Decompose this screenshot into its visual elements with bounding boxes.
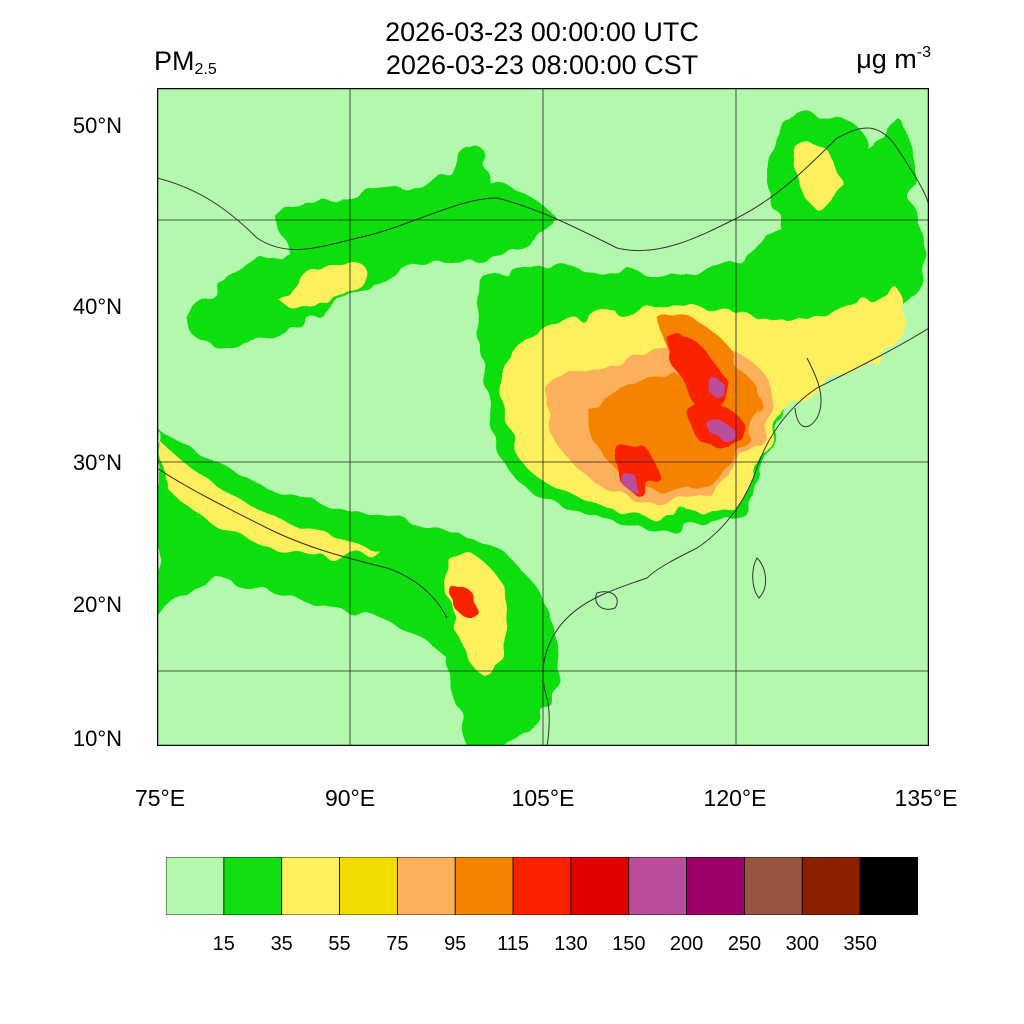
colorbar-label: 55 — [328, 933, 351, 955]
graticule — [157, 88, 929, 746]
india-coast — [157, 467, 448, 619]
concentration-map — [157, 88, 929, 746]
colorbar-label: 75 — [386, 933, 409, 955]
colorbar-swatch — [339, 857, 398, 915]
korea-coast — [794, 357, 822, 428]
boundaries — [157, 127, 929, 746]
china-border — [157, 127, 929, 252]
concentration-field — [157, 114, 925, 746]
colorbar-label: 200 — [669, 933, 704, 955]
colorbar-swatch — [859, 857, 918, 915]
colorbar-swatch — [512, 857, 572, 915]
colorbar-label: 95 — [444, 933, 467, 955]
unit-superscript: -3 — [916, 44, 931, 61]
contour-ganges-yellow — [157, 438, 377, 556]
colorbar-label: 350 — [843, 933, 877, 955]
title-cst: 2026-03-23 08:00:00 CST — [385, 50, 699, 80]
variable-label: PM2.5 — [154, 46, 217, 79]
colorbar-swatch — [686, 857, 745, 915]
contour-jianghuai-purple — [707, 421, 736, 442]
colorbar-swatch — [744, 857, 803, 915]
contour-mongolia — [277, 177, 557, 265]
hainan — [595, 591, 618, 610]
colorbar-swatch — [166, 857, 225, 915]
colorbar-swatch — [396, 857, 456, 915]
lat-label-40: 40°N — [72, 294, 122, 319]
title-utc: 2026-03-23 00:00:00 UTC — [385, 17, 699, 47]
contour-indochina-yellow — [444, 555, 511, 678]
colorbar-label: 130 — [554, 933, 588, 955]
colorbar-swatch — [628, 857, 688, 915]
colorbar-swatch — [801, 857, 861, 915]
southeast-asia-coast — [542, 577, 648, 746]
colorbar-swatch — [281, 857, 340, 915]
colorbar-label: 250 — [727, 933, 762, 955]
unit-label: μg m-3 — [856, 44, 931, 75]
lat-label-10: 10°N — [72, 726, 122, 751]
contour-ncp-red — [667, 335, 726, 414]
colorbar-label: 150 — [612, 933, 646, 955]
variable-main: PM — [154, 46, 195, 76]
lon-label-105: 105°E — [511, 785, 575, 811]
lat-label-50: 50°N — [72, 113, 122, 138]
contour-thailand-red — [452, 586, 476, 614]
variable-subscript: 2.5 — [194, 61, 217, 78]
contour-ne-yellow — [795, 144, 837, 209]
level-9-contours — [621, 376, 736, 490]
lon-label-135: 135°E — [894, 785, 958, 811]
lon-label-75: 75°E — [134, 785, 186, 811]
colorbar-swatch — [223, 857, 283, 915]
colorbar-label: 300 — [785, 933, 819, 955]
lon-label-90: 90°E — [324, 785, 376, 811]
contour-tarim — [277, 262, 368, 309]
colorbar-label: 35 — [270, 933, 293, 955]
contour-hunan-purple — [621, 471, 637, 490]
east-coastline — [646, 327, 929, 579]
colorbar-label: 15 — [212, 933, 235, 955]
lat-label-30: 30°N — [72, 450, 122, 475]
colorbar-label: 115 — [497, 933, 530, 955]
taiwan — [752, 557, 766, 599]
map-border — [157, 88, 929, 746]
colorbar — [166, 857, 918, 915]
unit-main: μg m — [856, 44, 917, 74]
lon-label-120: 120°E — [703, 785, 767, 811]
contour-ncp-purple — [706, 376, 723, 396]
lat-label-20: 20°N — [72, 592, 122, 617]
colorbar-swatch — [570, 857, 630, 915]
colorbar-swatch — [454, 857, 514, 915]
